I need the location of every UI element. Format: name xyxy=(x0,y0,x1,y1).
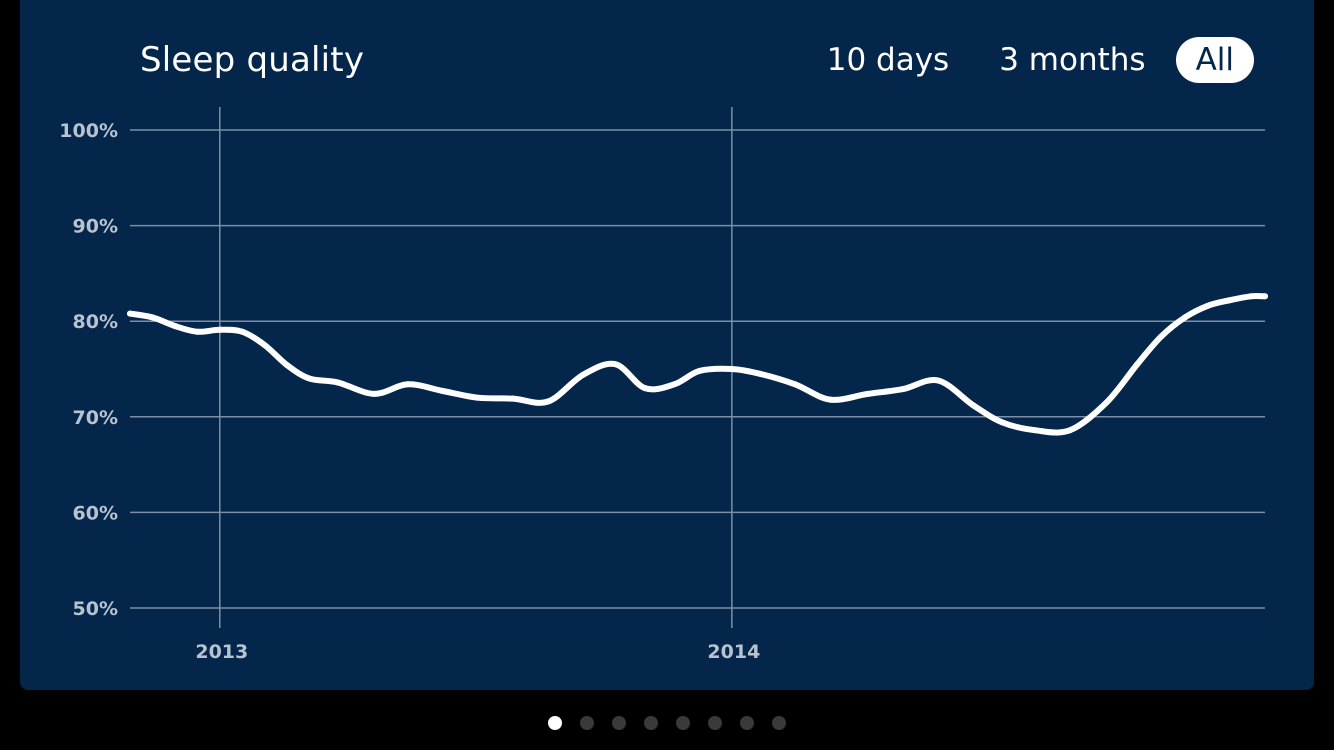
x-tick-labels: 2013 2014 xyxy=(195,641,760,663)
data-point xyxy=(580,371,587,378)
data-point xyxy=(756,370,763,377)
range-tab-all[interactable]: All xyxy=(1175,37,1254,83)
data-point xyxy=(970,402,977,409)
data-point xyxy=(334,379,341,386)
page-dot[interactable] xyxy=(676,716,690,730)
data-point xyxy=(1134,361,1141,368)
data-point xyxy=(827,396,834,403)
range-selector: 10 days 3 months All xyxy=(777,37,1254,83)
data-point xyxy=(306,375,313,382)
data-point xyxy=(900,386,906,393)
data-point xyxy=(935,377,942,384)
data-point xyxy=(641,385,648,392)
y-tick-label: 90% xyxy=(73,216,118,238)
page-dot[interactable] xyxy=(580,716,594,730)
data-point xyxy=(171,323,178,329)
data-point xyxy=(1158,333,1165,340)
page-dot[interactable] xyxy=(708,716,722,730)
line-chart: 100% 90% 80% 70% 60% 50% 2013 2014 xyxy=(59,107,1268,663)
page-dot[interactable] xyxy=(612,716,626,730)
x-gridlines xyxy=(219,107,733,628)
data-point xyxy=(474,394,481,401)
data-point xyxy=(1226,297,1233,304)
data-point xyxy=(1262,293,1268,300)
range-tab-3-months[interactable]: 3 months xyxy=(999,42,1146,78)
y-tick-labels: 100% 90% 80% 70% 60% 50% xyxy=(59,120,118,620)
data-point xyxy=(1067,427,1073,434)
data-point xyxy=(1182,314,1188,321)
x-tick-label: 2014 xyxy=(707,641,760,663)
page-indicator xyxy=(0,716,1334,730)
data-point xyxy=(1204,302,1211,309)
data-point xyxy=(865,390,871,397)
data-point xyxy=(510,395,516,402)
y-tick-label: 60% xyxy=(73,502,118,524)
chart-card: Sleep quality 10 days 3 months All xyxy=(20,0,1314,690)
data-point xyxy=(1248,293,1254,300)
data-point xyxy=(127,310,133,317)
data-point xyxy=(728,366,735,372)
data-point xyxy=(404,381,411,388)
data-point xyxy=(216,326,223,333)
data-point xyxy=(149,314,156,321)
data-point xyxy=(284,362,291,369)
y-tick-label: 70% xyxy=(73,407,118,429)
page-dot[interactable] xyxy=(644,716,658,730)
data-point xyxy=(612,361,619,368)
data-point xyxy=(239,328,246,335)
page-dot[interactable] xyxy=(740,716,754,730)
data-point xyxy=(696,367,703,374)
data-point xyxy=(439,388,446,394)
data-point xyxy=(261,342,268,349)
x-tick-label: 2013 xyxy=(195,641,248,663)
data-point xyxy=(194,328,201,335)
data-point xyxy=(371,390,378,397)
data-point xyxy=(545,398,552,405)
data-points xyxy=(127,293,1268,434)
data-point xyxy=(671,381,678,388)
y-gridlines xyxy=(130,129,1265,609)
page-dot[interactable] xyxy=(548,716,562,730)
y-tick-label: 80% xyxy=(73,311,118,333)
sleep-quality-line xyxy=(127,293,1268,436)
y-tick-label: 50% xyxy=(73,598,118,620)
range-tab-10-days[interactable]: 10 days xyxy=(826,42,950,78)
page-dot[interactable] xyxy=(772,716,786,730)
y-tick-label: 100% xyxy=(59,120,118,142)
data-point xyxy=(1103,399,1110,406)
data-point xyxy=(1031,427,1038,434)
data-point xyxy=(999,419,1006,426)
data-point xyxy=(792,381,798,388)
chart-title: Sleep quality xyxy=(140,40,365,80)
